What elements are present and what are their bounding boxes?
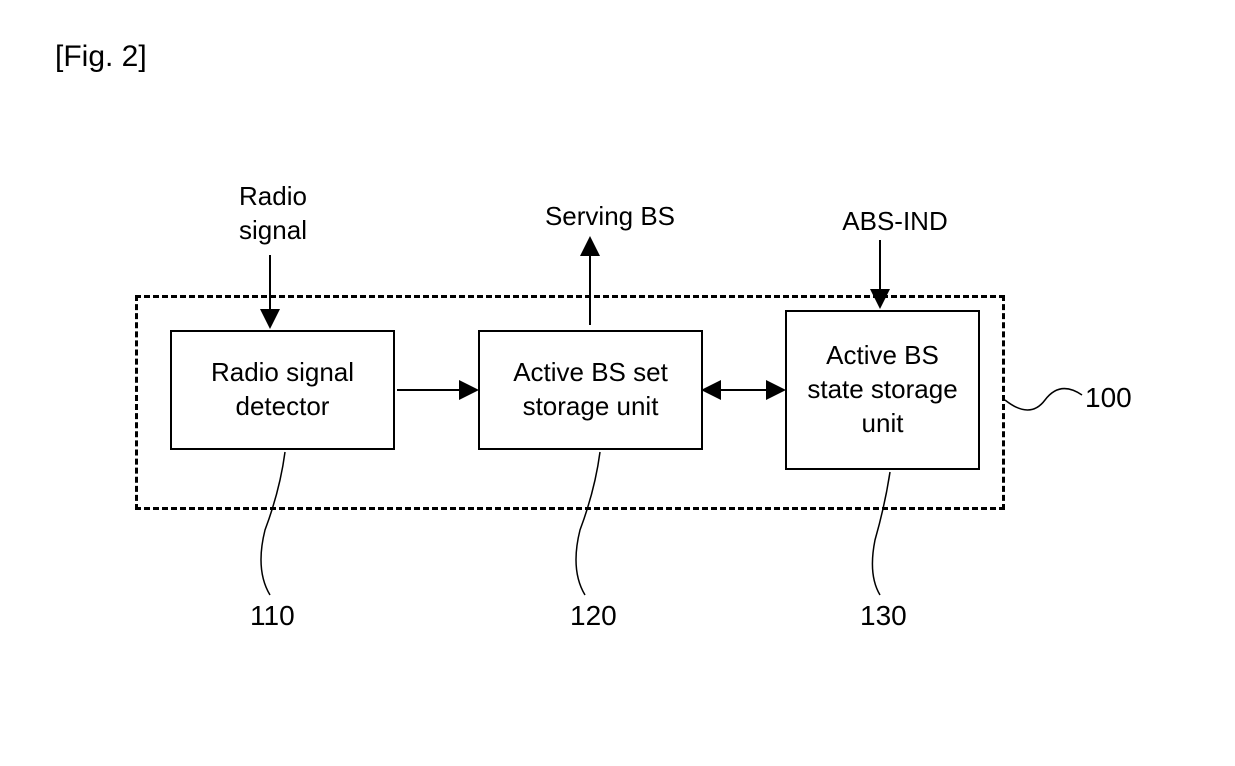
ref-130: 130 <box>860 600 907 632</box>
io-label-radio-signal: Radiosignal <box>213 180 333 248</box>
io-label-serving-bs: Serving BS <box>520 200 700 234</box>
block-active-bs-state: Active BSstate storageunit <box>785 310 980 470</box>
block-label: Radio signaldetector <box>211 356 354 424</box>
ref-100: 100 <box>1085 382 1132 414</box>
ref-110: 110 <box>250 600 295 632</box>
figure-label: [Fig. 2] <box>55 40 147 74</box>
block-label: Active BS setstorage unit <box>513 356 668 424</box>
block-radio-detector: Radio signaldetector <box>170 330 395 450</box>
block-active-bs-set: Active BS setstorage unit <box>478 330 703 450</box>
ref-120: 120 <box>570 600 617 632</box>
block-label: Active BSstate storageunit <box>807 339 957 440</box>
io-label-abs-ind: ABS-IND <box>820 205 970 239</box>
